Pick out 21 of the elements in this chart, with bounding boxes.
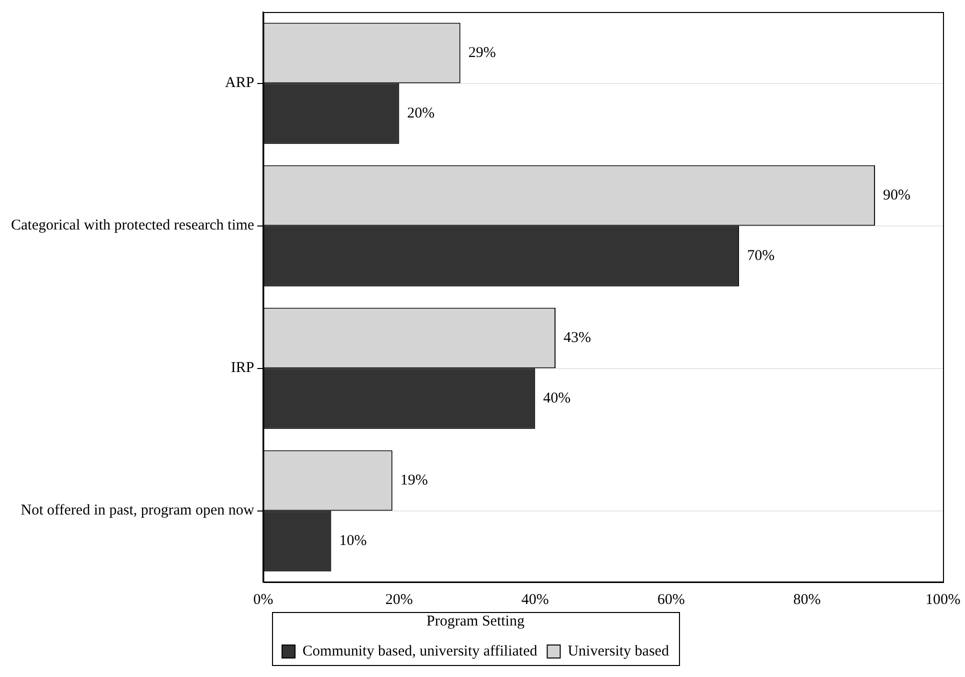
data-label: 90% (883, 187, 911, 204)
y-tick-label: ARP (225, 75, 254, 92)
data-label: 10% (339, 532, 367, 549)
data-label: 43% (564, 330, 592, 346)
y-tick-label: Not offered in past, program open now (20, 502, 254, 519)
data-label: 70% (747, 248, 775, 264)
x-tick-label: 40% (521, 592, 549, 608)
legend-label: University based (568, 643, 670, 660)
legend-title: Program Setting (426, 613, 525, 630)
data-label: 29% (468, 44, 496, 61)
x-tick-label: 0% (253, 592, 274, 608)
y-tick-label: Categorical with protected research time (10, 218, 255, 234)
x-tick-label: 20% (385, 592, 413, 608)
legend-label: Community based, university affiliated (302, 643, 538, 660)
x-tick-label: 100% (926, 592, 960, 608)
x-tick-label: 60% (657, 592, 685, 608)
x-tick-label: 80% (793, 592, 821, 608)
data-label: 19% (400, 472, 428, 488)
data-label: 40% (543, 390, 571, 406)
y-tick-label: IRP (230, 360, 254, 376)
data-label: 20% (407, 105, 435, 122)
